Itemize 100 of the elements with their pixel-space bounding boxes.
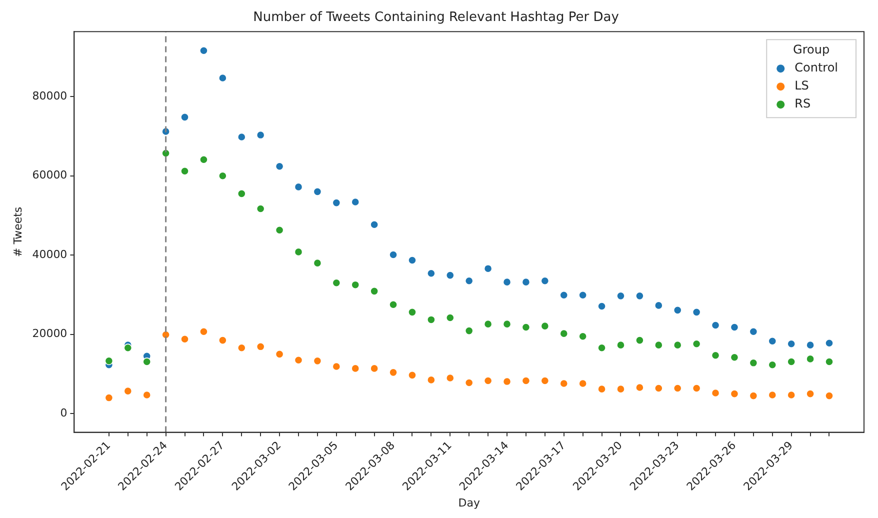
legend-label: LS <box>794 78 809 93</box>
point <box>104 394 114 402</box>
point <box>616 384 625 394</box>
point <box>502 377 512 386</box>
point <box>578 290 588 300</box>
point <box>370 286 379 296</box>
point <box>560 290 568 300</box>
point <box>673 306 682 314</box>
point <box>408 308 416 316</box>
point <box>692 308 701 316</box>
point <box>806 354 814 364</box>
point <box>294 248 303 256</box>
point <box>787 358 796 366</box>
point <box>332 362 341 371</box>
point <box>484 264 492 273</box>
point <box>578 379 588 388</box>
x-axis-title: Day <box>458 496 480 510</box>
point <box>522 323 530 332</box>
point <box>180 334 189 344</box>
point <box>426 376 436 384</box>
legend-label: RS <box>794 96 811 111</box>
y-tick-label: 80000 <box>32 89 68 102</box>
point <box>673 340 682 350</box>
point <box>256 204 265 213</box>
chart-title: Number of Tweets Containing Relevant Hashtag Per Day <box>253 10 620 26</box>
point <box>256 342 265 351</box>
point <box>370 220 379 229</box>
point <box>540 276 550 286</box>
point <box>540 322 550 330</box>
point <box>635 336 644 345</box>
y-tick-label: 0 <box>60 406 68 420</box>
point <box>200 155 208 164</box>
point <box>237 344 246 352</box>
legend-title: Group <box>793 42 830 57</box>
point <box>275 350 284 358</box>
point <box>560 329 568 338</box>
point <box>635 292 644 300</box>
point <box>142 390 152 400</box>
point <box>200 46 208 55</box>
point <box>598 384 606 394</box>
point <box>351 198 360 206</box>
point <box>484 320 492 328</box>
point <box>446 374 454 382</box>
point <box>787 340 796 348</box>
point <box>806 390 814 398</box>
point <box>825 338 834 348</box>
point <box>294 356 303 364</box>
point <box>275 226 284 234</box>
y-axis-title: # Tweets <box>11 206 24 258</box>
point <box>749 358 758 368</box>
point <box>692 340 701 348</box>
point <box>749 392 758 400</box>
point <box>446 271 454 280</box>
point <box>370 364 379 373</box>
point <box>446 314 454 322</box>
point <box>502 278 512 286</box>
point <box>825 392 834 400</box>
point <box>616 292 625 300</box>
point <box>218 172 227 180</box>
point <box>730 323 739 332</box>
point <box>673 384 682 392</box>
point <box>332 198 341 208</box>
point <box>124 386 132 396</box>
point <box>389 250 398 259</box>
point <box>275 162 284 171</box>
point <box>730 353 739 362</box>
point <box>522 278 530 286</box>
point <box>142 358 152 366</box>
legend-label: Control <box>794 60 838 75</box>
point <box>787 390 796 400</box>
point <box>711 351 720 360</box>
point <box>654 301 663 310</box>
point <box>351 364 360 373</box>
point <box>825 358 834 366</box>
point <box>635 383 644 392</box>
point <box>313 356 322 366</box>
point <box>256 130 265 140</box>
point <box>464 326 474 336</box>
point <box>711 388 720 398</box>
point <box>484 376 492 385</box>
point <box>768 336 777 346</box>
point <box>464 378 474 387</box>
point <box>654 340 663 350</box>
point <box>389 300 398 309</box>
point <box>426 316 436 324</box>
point <box>768 360 777 370</box>
point <box>749 327 758 336</box>
point <box>408 370 416 380</box>
point <box>218 336 227 345</box>
point <box>180 166 189 176</box>
point <box>522 376 530 385</box>
point <box>237 189 246 198</box>
y-tick-label: 60000 <box>32 168 68 182</box>
point <box>389 368 398 377</box>
point <box>313 258 322 268</box>
point <box>806 340 814 350</box>
point <box>598 302 606 310</box>
point <box>616 340 625 350</box>
point <box>540 376 550 385</box>
point <box>218 74 227 82</box>
